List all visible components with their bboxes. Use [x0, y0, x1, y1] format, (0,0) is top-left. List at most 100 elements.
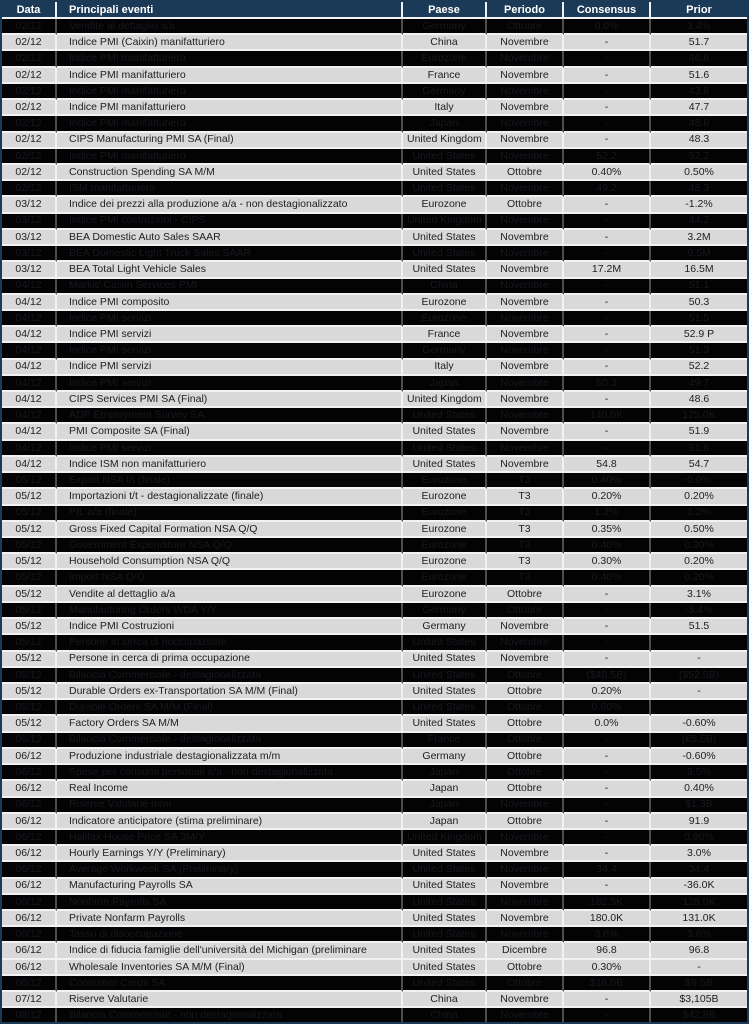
- cell-country: United States: [403, 651, 487, 668]
- cell-event: Gross Fixed Capital Formation NSA Q/Q: [57, 521, 403, 538]
- cell-consensus: -: [564, 229, 651, 247]
- cell-consensus: -: [564, 748, 651, 766]
- cell-event: BEA Total Light Vehicle Sales: [57, 262, 403, 279]
- cell-prior: 125.0K: [651, 408, 747, 425]
- cell-period: Novembre: [487, 911, 564, 928]
- cell-date: 06/12: [2, 943, 57, 960]
- cell-period: Novembre: [487, 862, 564, 879]
- cell-country: United States: [403, 440, 487, 457]
- table-row: 05/12 Gross Fixed Capital Formation NSA Q…: [2, 521, 747, 538]
- table-row-redacted: 06/12 Riserve Valutarie m/m Japan Novembre -…: [2, 797, 747, 814]
- cell-period: Novembre: [487, 635, 564, 652]
- cell-event: Produzione industriale destagionalizzata…: [57, 748, 403, 766]
- cell-date: 03/12: [2, 229, 57, 247]
- column-header-consensus: Consensus: [564, 2, 651, 19]
- cell-prior: -: [651, 700, 747, 717]
- cell-date: 03/12: [2, 246, 57, 263]
- cell-event: Private Nonfarm Payrolls: [57, 911, 403, 928]
- cell-consensus: -: [564, 602, 651, 620]
- cell-period: Novembre: [487, 1008, 564, 1022]
- cell-period: Novembre: [487, 456, 564, 474]
- cell-prior: 1.2%: [651, 505, 747, 522]
- cell-prior: 49.7: [651, 375, 747, 393]
- cell-country: Japan: [403, 375, 487, 393]
- table-row: 06/12 Private Nonfarm Payrolls United Stat…: [2, 911, 747, 928]
- cell-prior: 131.0K: [651, 911, 747, 928]
- table-row-redacted: 02/12 Indice PMI manifatturiero Japan Novem…: [2, 116, 747, 133]
- cell-period: Ottobre: [487, 959, 564, 976]
- cell-event: Factory Orders SA M/M: [57, 716, 403, 733]
- cell-prior: -0.60%: [651, 716, 747, 733]
- cell-consensus: -: [564, 586, 651, 603]
- cell-period: Ottobre: [487, 781, 564, 798]
- table-row: 07/12 Riserve Valutarie China Novembre - $3,1…: [2, 992, 747, 1009]
- cell-consensus: 0.0%: [564, 716, 651, 733]
- cell-period: Novembre: [487, 181, 564, 198]
- cell-period: Ottobre: [487, 683, 564, 701]
- cell-consensus: 49.2: [564, 181, 651, 198]
- cell-date: 05/12: [2, 651, 57, 668]
- cell-date: 06/12: [2, 927, 57, 944]
- cell-event: Persone in cerca di prima occupazione: [57, 651, 403, 668]
- cell-event: Indice PMI manifatturiero: [57, 116, 403, 133]
- cell-prior: 43.8: [651, 83, 747, 101]
- cell-consensus: -: [564, 359, 651, 376]
- cell-event: Indice PMI manifatturiero: [57, 51, 403, 68]
- cell-consensus: 140.0K: [564, 408, 651, 425]
- cell-date: 04/12: [2, 424, 57, 441]
- cell-country: China: [403, 278, 487, 295]
- cell-consensus: -: [564, 651, 651, 668]
- cell-period: T3: [487, 521, 564, 538]
- cell-period: Novembre: [487, 100, 564, 117]
- cell-period: T3: [487, 489, 564, 506]
- cell-country: United States: [403, 683, 487, 701]
- cell-date: 06/12: [2, 846, 57, 863]
- cell-country: United Kingdom: [403, 213, 487, 230]
- cell-date: 02/12: [2, 148, 57, 165]
- cell-period: Novembre: [487, 894, 564, 912]
- cell-prior: 0.20%: [651, 489, 747, 506]
- cell-event: Indice PMI manifatturiero: [57, 100, 403, 117]
- cell-period: Dicembre: [487, 943, 564, 960]
- cell-country: Eurozone: [403, 538, 487, 555]
- cell-date: 06/12: [2, 748, 57, 766]
- cell-period: Ottobre: [487, 667, 564, 684]
- cell-country: Germany: [403, 619, 487, 636]
- table-row-redacted: 06/12 Spese per consumi personali a/a - n…: [2, 765, 747, 782]
- table-row: 02/12 Construction Spending SA M/M United …: [2, 164, 747, 182]
- cell-country: United States: [403, 894, 487, 912]
- cell-country: United States: [403, 927, 487, 944]
- cell-consensus: -: [564, 278, 651, 295]
- cell-period: Novembre: [487, 278, 564, 295]
- cell-event: Import NSA Q/Q: [57, 570, 403, 587]
- cell-period: Novembre: [487, 51, 564, 68]
- cell-date: 05/12: [2, 570, 57, 587]
- cell-period: Novembre: [487, 213, 564, 230]
- cell-consensus: -: [564, 132, 651, 149]
- cell-date: 02/12: [2, 181, 57, 198]
- cell-prior: 51.5: [651, 310, 747, 328]
- cell-prior: -1.2%: [651, 197, 747, 214]
- table-row-redacted: 05/12 Manufacturing Orders WDA Y/Y Germany…: [2, 602, 747, 620]
- cell-date: 05/12: [2, 700, 57, 717]
- cell-country: France: [403, 67, 487, 84]
- cell-period: Novembre: [487, 294, 564, 311]
- cell-event: Bilancia Commerciale - destagionalizzata: [57, 732, 403, 749]
- cell-consensus: -: [564, 878, 651, 895]
- cell-country: Germany: [403, 748, 487, 766]
- cell-consensus: -: [564, 781, 651, 798]
- table-row-redacted: 04/12 Indice PMI servizi Eurozone Novembre -…: [2, 310, 747, 328]
- table-row: 02/12 Indice PMI manifatturiero France Nove…: [2, 67, 747, 84]
- cell-country: France: [403, 327, 487, 344]
- cell-country: Eurozone: [403, 570, 487, 587]
- cell-prior: 52.2: [651, 148, 747, 165]
- cell-period: Ottobre: [487, 586, 564, 603]
- table-row: 06/12 Real Income Japan Ottobre -0.40%: [2, 781, 747, 798]
- cell-date: 05/12: [2, 683, 57, 701]
- table-row-redacted: 02/12 Indice PMI manifatturiero Germany Nov…: [2, 83, 747, 101]
- table-row: 03/12 BEA Domestic Auto Sales SAAR United …: [2, 229, 747, 247]
- table-row: 06/12 Manufacturing Payrolls SA United Sta…: [2, 878, 747, 895]
- cell-country: Japan: [403, 781, 487, 798]
- cell-event: Riserve Valutarie: [57, 992, 403, 1009]
- cell-date: 02/12: [2, 164, 57, 182]
